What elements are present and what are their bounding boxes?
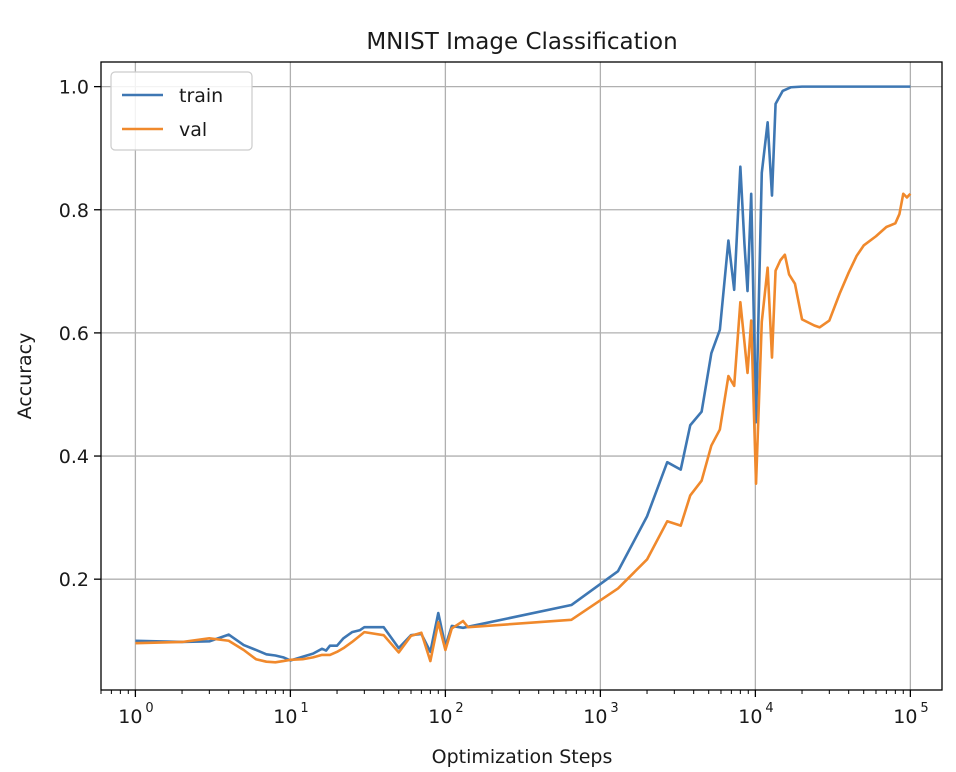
x-tick-label: 10 [583, 706, 607, 728]
y-tick-label: 0.4 [59, 446, 89, 468]
x-axis-label: Optimization Steps [432, 746, 613, 768]
grid [101, 62, 942, 690]
y-tick-label: 0.8 [59, 200, 89, 222]
x-tick-exponent: 3 [610, 701, 618, 716]
y-tick-label: 0.2 [59, 569, 89, 591]
legend-label-val: val [179, 119, 207, 141]
series-line-val [135, 192, 912, 664]
x-tick-label: 10 [738, 706, 762, 728]
series-lines [135, 85, 912, 664]
y-axis-label: Accuracy [14, 333, 36, 420]
y-tick-label: 1.0 [59, 77, 89, 99]
plot-frame [100, 61, 943, 691]
legend-box [110, 71, 253, 151]
x-tick-exponent: 4 [765, 701, 773, 716]
x-tick-label: 10 [428, 706, 452, 728]
x-tick-label: 10 [273, 706, 297, 728]
y-tick-label: 0.6 [59, 323, 89, 345]
legend: train val [110, 71, 253, 151]
x-tick-exponent: 0 [145, 701, 153, 716]
axes: 10 0 10 1 10 2 10 3 10 4 10 50.20.40.60.81.0 [59, 61, 943, 728]
x-tick-label: 10 [118, 706, 142, 728]
x-tick-exponent: 1 [300, 701, 308, 716]
series-line-train [135, 85, 911, 662]
x-tick-label: 10 [893, 706, 917, 728]
legend-label-train: train [179, 85, 223, 107]
x-tick-exponent: 2 [455, 701, 463, 716]
chart-title: MNIST Image Classification [366, 29, 677, 55]
x-tick-exponent: 5 [920, 701, 928, 716]
